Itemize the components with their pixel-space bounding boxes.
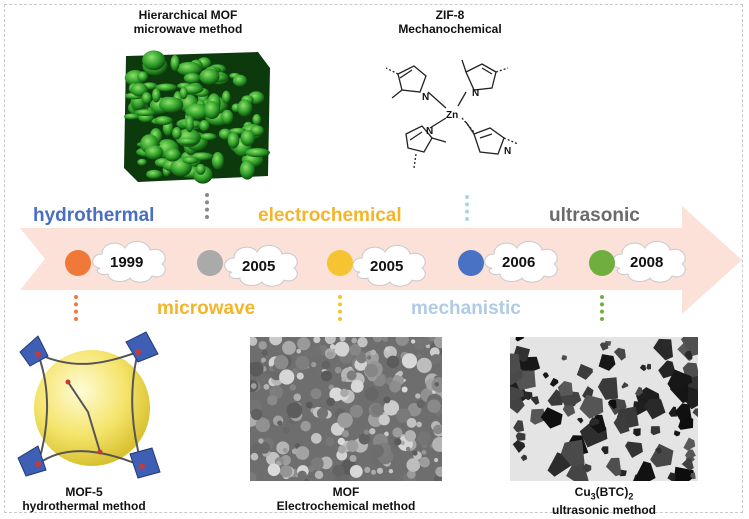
caption-cu3btc2: Cu3(BTC)2 ultrasonic method — [551, 485, 656, 518]
timeline-dot-2008 — [589, 250, 615, 276]
year-cloud-2005b — [352, 245, 426, 287]
method-label-hydrothermal: hydrothermal — [33, 205, 155, 226]
electrochemical-sem-image — [250, 337, 442, 481]
zif-n-label: N — [426, 126, 433, 137]
method-label-microwave: microwave — [157, 298, 256, 319]
year-cloud-2008 — [612, 241, 686, 283]
method-label-electrochemical: electrochemical — [258, 205, 402, 226]
connector-microwave — [205, 193, 209, 219]
caption-mof5: MOF-5 hydrothermal method — [22, 485, 146, 513]
caption-electrochemical-mof: MOF Electrochemical method — [276, 485, 416, 513]
figure-frame — [4, 4, 743, 513]
timeline-dot-2005a — [197, 250, 223, 276]
ultrasonic-tem-image — [510, 337, 698, 481]
year-label-2005b: 2005 — [370, 258, 404, 275]
caption-zif8: ZIF-8 Mechanochemical — [398, 8, 502, 36]
timeline-dot-2006 — [458, 250, 484, 276]
method-label-ultrasonic: ultrasonic — [549, 205, 640, 226]
connector-hydrothermal — [74, 295, 78, 321]
connector-electrochemical — [338, 295, 342, 321]
year-label-2006: 2006 — [502, 254, 536, 271]
year-label-2005a: 2005 — [242, 258, 276, 275]
timeline-dot-2005b — [327, 250, 353, 276]
year-cloud-2005a — [224, 245, 298, 287]
mof5-structure-image — [17, 331, 161, 479]
connector-ultrasonic — [600, 295, 604, 321]
year-cloud-2006 — [484, 241, 558, 283]
zif8-molecule: N N N N Zn — [385, 59, 519, 169]
connector-mechanistic — [465, 195, 469, 221]
method-label-mechanistic: mechanistic — [411, 298, 521, 319]
zif-n-label: N — [472, 88, 479, 99]
year-label-1999: 1999 — [110, 254, 144, 271]
zif-zn-label: Zn — [446, 110, 458, 121]
zif-n-label: N — [422, 92, 429, 103]
year-label-2008: 2008 — [630, 254, 664, 271]
zif-n-label: N — [504, 146, 511, 157]
timeline-dot-1999 — [65, 250, 91, 276]
year-cloud-1999 — [92, 241, 166, 283]
hierarchical-mof-image — [123, 50, 270, 184]
caption-hierarchical-mof: Hierarchical MOF microwave method — [133, 8, 243, 36]
